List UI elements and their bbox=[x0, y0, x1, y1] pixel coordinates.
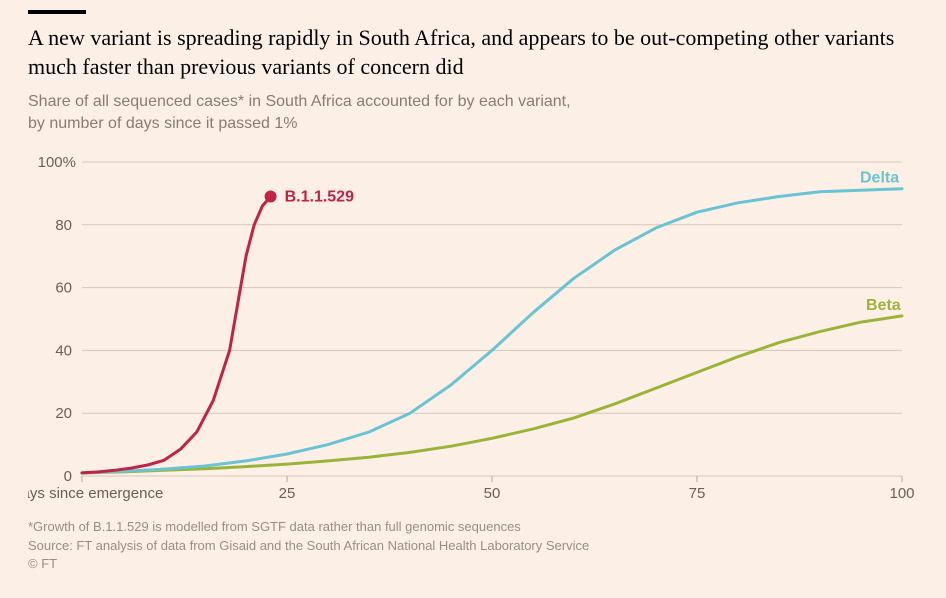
chart-headline: A new variant is spreading rapidly in So… bbox=[28, 24, 918, 81]
x-tick-label: 50 bbox=[484, 485, 501, 502]
y-tick-label: 40 bbox=[55, 343, 72, 360]
series-label-delta: Delta bbox=[860, 170, 899, 187]
series-label-beta: Beta bbox=[866, 297, 901, 314]
x-tick-label: 100 bbox=[889, 485, 914, 502]
subhead-line-2: by number of days since it passed 1% bbox=[28, 115, 297, 132]
series-beta bbox=[82, 316, 902, 473]
y-tick-label: 60 bbox=[55, 280, 72, 297]
series-b11529-end-marker bbox=[265, 191, 277, 203]
y-tick-label: 20 bbox=[55, 406, 72, 423]
chart-footnotes: *Growth of B.1.1.529 is modelled from SG… bbox=[28, 518, 918, 573]
x-tick-label: 25 bbox=[279, 485, 296, 502]
chart-subhead: Share of all sequenced cases* in South A… bbox=[28, 91, 918, 134]
series-delta bbox=[82, 189, 902, 473]
footnote-source: Source: FT analysis of data from Gisaid … bbox=[28, 537, 918, 555]
series-label-b11529: B.1.1.529 bbox=[285, 189, 354, 206]
line-chart: 0 20 40 60 80 100% 0 days since emergence 25 50 7… bbox=[28, 148, 916, 508]
y-tick-label: 0 bbox=[64, 468, 72, 485]
series-b11529 bbox=[82, 197, 271, 473]
chart-svg: 0 20 40 60 80 100% 0 days since emergence 25 50 7… bbox=[28, 148, 916, 508]
x-tick-label: 75 bbox=[689, 485, 706, 502]
x-tick-label: 0 days since emergence bbox=[28, 485, 163, 502]
top-rule bbox=[28, 10, 86, 14]
y-tick-label-top: 100% bbox=[38, 154, 76, 171]
subhead-line-1: Share of all sequenced cases* in South A… bbox=[28, 93, 571, 110]
footnote-method: *Growth of B.1.1.529 is modelled from SG… bbox=[28, 518, 918, 536]
footnote-copyright: © FT bbox=[28, 555, 918, 573]
y-tick-label: 80 bbox=[55, 217, 72, 234]
